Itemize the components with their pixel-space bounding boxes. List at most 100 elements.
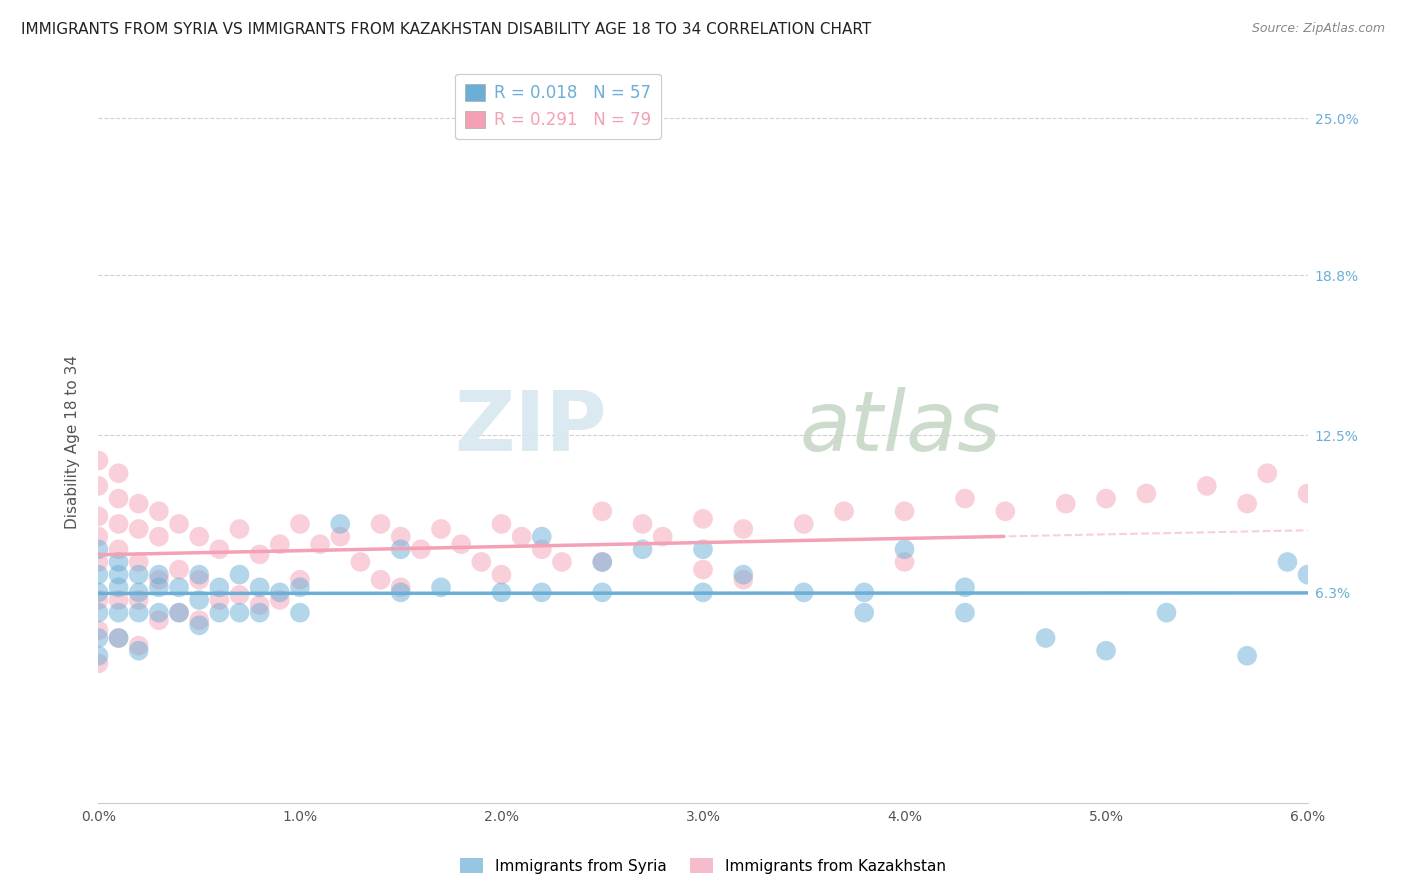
Point — [148, 580, 170, 594]
Point — [128, 497, 150, 511]
Point — [269, 585, 291, 599]
Point — [491, 567, 513, 582]
Point — [167, 563, 190, 577]
Text: atlas: atlas — [800, 386, 1001, 467]
Point — [87, 567, 110, 582]
Point — [1256, 467, 1278, 481]
Point — [389, 530, 412, 544]
Point — [167, 580, 190, 594]
Point — [1296, 567, 1319, 582]
Point — [188, 613, 211, 627]
Point — [1277, 555, 1299, 569]
Point — [167, 516, 190, 531]
Point — [208, 542, 231, 557]
Point — [288, 573, 311, 587]
Point — [208, 593, 231, 607]
Point — [1135, 486, 1157, 500]
Point — [128, 606, 150, 620]
Point — [329, 530, 352, 544]
Point — [128, 639, 150, 653]
Point — [370, 516, 392, 531]
Point — [188, 618, 211, 632]
Point — [107, 567, 129, 582]
Point — [87, 606, 110, 620]
Point — [128, 555, 150, 569]
Point — [994, 504, 1017, 518]
Point — [692, 585, 714, 599]
Point — [188, 593, 211, 607]
Point — [128, 593, 150, 607]
Point — [793, 585, 815, 599]
Point — [853, 606, 876, 620]
Point — [87, 624, 110, 638]
Point — [288, 516, 311, 531]
Point — [87, 631, 110, 645]
Point — [87, 585, 110, 599]
Point — [107, 491, 129, 506]
Point — [87, 593, 110, 607]
Point — [953, 580, 976, 594]
Point — [591, 585, 613, 599]
Point — [228, 522, 250, 536]
Point — [228, 588, 250, 602]
Point — [651, 530, 673, 544]
Point — [1156, 606, 1178, 620]
Point — [107, 516, 129, 531]
Point — [87, 555, 110, 569]
Point — [733, 573, 755, 587]
Point — [128, 643, 150, 657]
Point — [148, 606, 170, 620]
Point — [107, 555, 129, 569]
Point — [167, 606, 190, 620]
Point — [793, 516, 815, 531]
Point — [208, 580, 231, 594]
Point — [87, 453, 110, 467]
Y-axis label: Disability Age 18 to 34: Disability Age 18 to 34 — [65, 354, 80, 529]
Point — [430, 580, 453, 594]
Point — [148, 530, 170, 544]
Point — [853, 585, 876, 599]
Point — [389, 580, 412, 594]
Point — [430, 522, 453, 536]
Point — [370, 573, 392, 587]
Point — [953, 606, 976, 620]
Point — [470, 555, 492, 569]
Point — [389, 585, 412, 599]
Point — [309, 537, 332, 551]
Text: IMMIGRANTS FROM SYRIA VS IMMIGRANTS FROM KAZAKHSTAN DISABILITY AGE 18 TO 34 CORR: IMMIGRANTS FROM SYRIA VS IMMIGRANTS FROM… — [21, 22, 872, 37]
Point — [107, 467, 129, 481]
Point — [107, 593, 129, 607]
Point — [349, 555, 371, 569]
Point — [733, 567, 755, 582]
Point — [692, 563, 714, 577]
Point — [107, 631, 129, 645]
Point — [551, 555, 574, 569]
Point — [228, 606, 250, 620]
Point — [409, 542, 432, 557]
Point — [329, 516, 352, 531]
Point — [148, 613, 170, 627]
Point — [167, 606, 190, 620]
Point — [249, 606, 271, 620]
Point — [1357, 461, 1379, 475]
Point — [491, 516, 513, 531]
Point — [148, 504, 170, 518]
Point — [107, 606, 129, 620]
Point — [893, 542, 915, 557]
Point — [87, 542, 110, 557]
Point — [733, 522, 755, 536]
Point — [692, 512, 714, 526]
Point — [491, 585, 513, 599]
Point — [128, 522, 150, 536]
Point — [1337, 471, 1360, 485]
Point — [148, 573, 170, 587]
Point — [87, 509, 110, 524]
Point — [249, 580, 271, 594]
Point — [128, 585, 150, 599]
Point — [208, 606, 231, 620]
Point — [450, 537, 472, 551]
Point — [591, 555, 613, 569]
Point — [249, 547, 271, 561]
Point — [631, 542, 654, 557]
Point — [228, 567, 250, 582]
